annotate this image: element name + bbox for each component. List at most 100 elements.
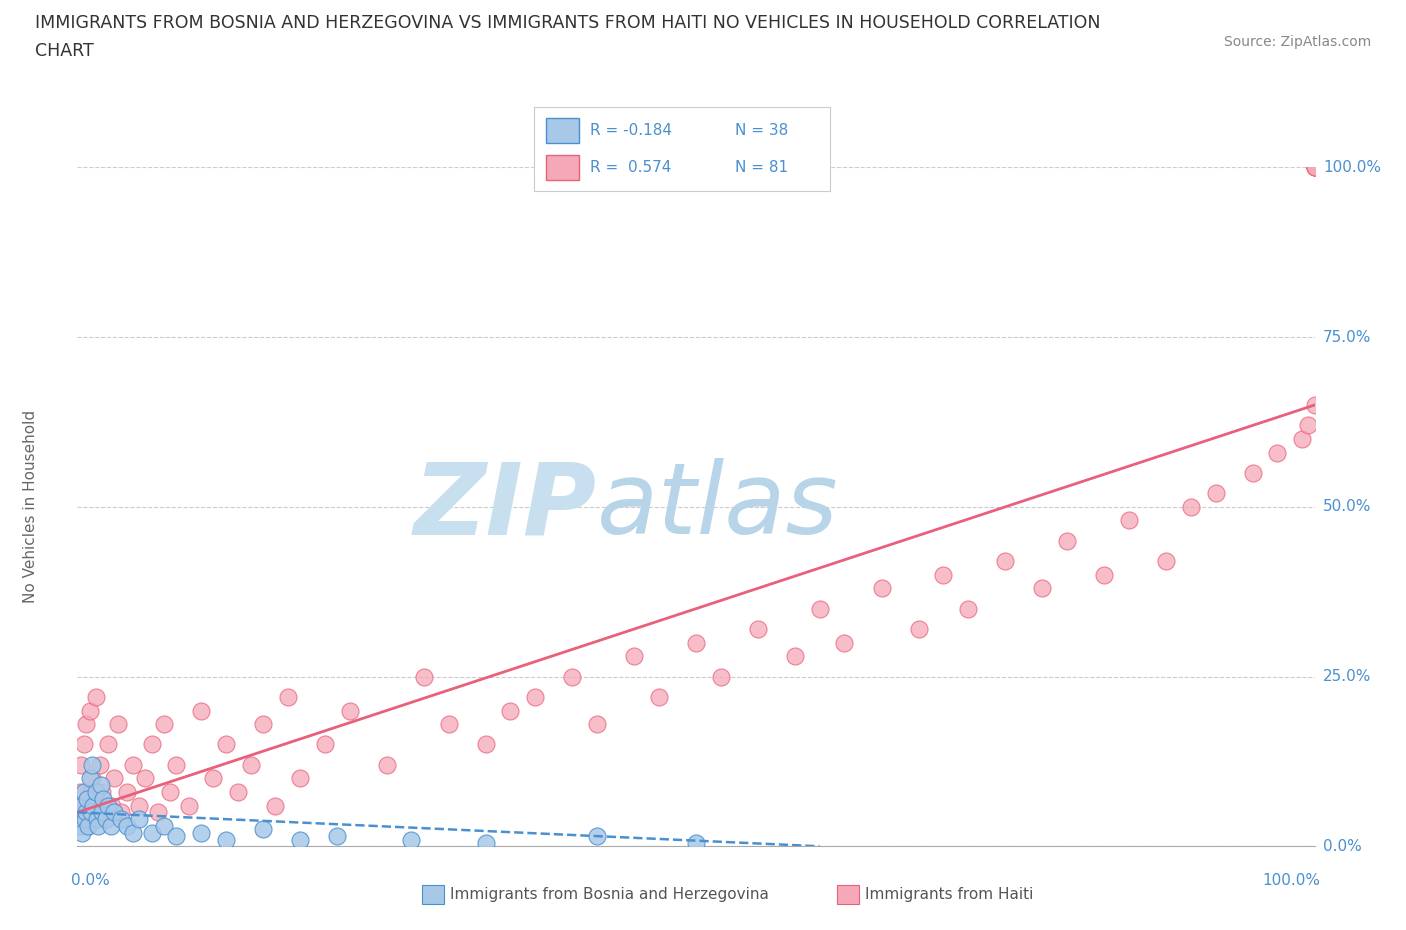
Bar <box>546 118 579 143</box>
Text: N = 81: N = 81 <box>735 160 789 175</box>
Point <box>834 635 856 650</box>
Text: 100.0%: 100.0% <box>1263 873 1320 888</box>
Point <box>103 805 125 820</box>
Point <box>82 805 104 820</box>
Point <box>239 757 262 772</box>
Text: atlas: atlas <box>598 458 838 555</box>
Point <box>110 812 132 827</box>
Point <box>115 818 138 833</box>
Point <box>1303 160 1326 175</box>
Point <box>1031 581 1053 596</box>
Point <box>159 785 181 800</box>
Point <box>412 670 434 684</box>
Point <box>586 829 609 844</box>
Point <box>808 602 831 617</box>
Point <box>190 703 212 718</box>
Point <box>153 818 176 833</box>
Point <box>586 717 609 732</box>
Point <box>685 635 707 650</box>
Point <box>69 785 91 800</box>
Point <box>994 553 1017 568</box>
Text: No Vehicles in Household: No Vehicles in Household <box>22 410 38 604</box>
Point <box>190 825 212 840</box>
Point <box>1267 445 1289 460</box>
Point <box>90 777 112 792</box>
Point <box>86 798 108 813</box>
Point <box>326 829 349 844</box>
Point <box>97 798 120 813</box>
Point <box>747 621 769 636</box>
Point <box>146 805 169 820</box>
Point <box>437 717 460 732</box>
Point <box>73 812 96 827</box>
Point <box>110 805 132 820</box>
Point <box>1303 160 1326 175</box>
Point <box>648 689 671 704</box>
Point <box>215 737 238 751</box>
Point <box>80 805 103 820</box>
Point <box>1056 534 1078 549</box>
Point <box>474 835 496 850</box>
Point <box>1241 466 1264 481</box>
Text: N = 38: N = 38 <box>735 123 789 138</box>
Point <box>339 703 361 718</box>
Point <box>165 829 187 844</box>
Point <box>1298 418 1320 432</box>
Point <box>1180 499 1202 514</box>
Point <box>86 812 108 827</box>
Point <box>122 757 145 772</box>
Text: 0.0%: 0.0% <box>72 873 110 888</box>
Point <box>128 812 150 827</box>
Point <box>226 785 249 800</box>
Point <box>474 737 496 751</box>
Point <box>252 822 274 837</box>
Point <box>70 757 93 772</box>
Point <box>401 832 423 847</box>
Point <box>77 818 100 833</box>
Text: 0.0%: 0.0% <box>1323 839 1361 854</box>
Point <box>72 798 94 813</box>
Text: 25.0%: 25.0% <box>1323 669 1371 684</box>
Point <box>100 818 122 833</box>
Point <box>93 812 115 827</box>
Point <box>94 812 117 827</box>
Point <box>252 717 274 732</box>
Bar <box>546 154 579 179</box>
Point <box>84 785 107 800</box>
Point <box>314 737 336 751</box>
Point <box>623 649 645 664</box>
Text: R =  0.574: R = 0.574 <box>591 160 672 175</box>
Point <box>87 818 110 833</box>
Point <box>932 567 955 582</box>
Point <box>499 703 522 718</box>
Point <box>153 717 176 732</box>
Point <box>215 832 238 847</box>
Point <box>91 785 114 800</box>
Text: IMMIGRANTS FROM BOSNIA AND HERZEGOVINA VS IMMIGRANTS FROM HAITI NO VEHICLES IN H: IMMIGRANTS FROM BOSNIA AND HERZEGOVINA V… <box>35 14 1101 32</box>
Point <box>91 791 114 806</box>
Point <box>72 825 94 840</box>
Point <box>77 818 100 833</box>
Point <box>177 798 200 813</box>
Point <box>957 602 980 617</box>
Point <box>375 757 398 772</box>
Point <box>76 791 98 806</box>
Point <box>1291 432 1313 446</box>
Point <box>141 825 163 840</box>
Point <box>79 771 101 786</box>
Point <box>264 798 287 813</box>
Text: ZIP: ZIP <box>413 458 598 555</box>
Point <box>1092 567 1115 582</box>
Text: Source: ZipAtlas.com: Source: ZipAtlas.com <box>1223 35 1371 49</box>
Point <box>70 798 93 813</box>
Point <box>783 649 806 664</box>
Point <box>685 835 707 850</box>
Point <box>1303 160 1326 175</box>
Point <box>82 757 104 772</box>
Point <box>141 737 163 751</box>
Text: Immigrants from Haiti: Immigrants from Haiti <box>865 887 1033 902</box>
Point <box>561 670 583 684</box>
Point <box>115 785 138 800</box>
Text: R = -0.184: R = -0.184 <box>591 123 672 138</box>
Point <box>1303 160 1326 175</box>
